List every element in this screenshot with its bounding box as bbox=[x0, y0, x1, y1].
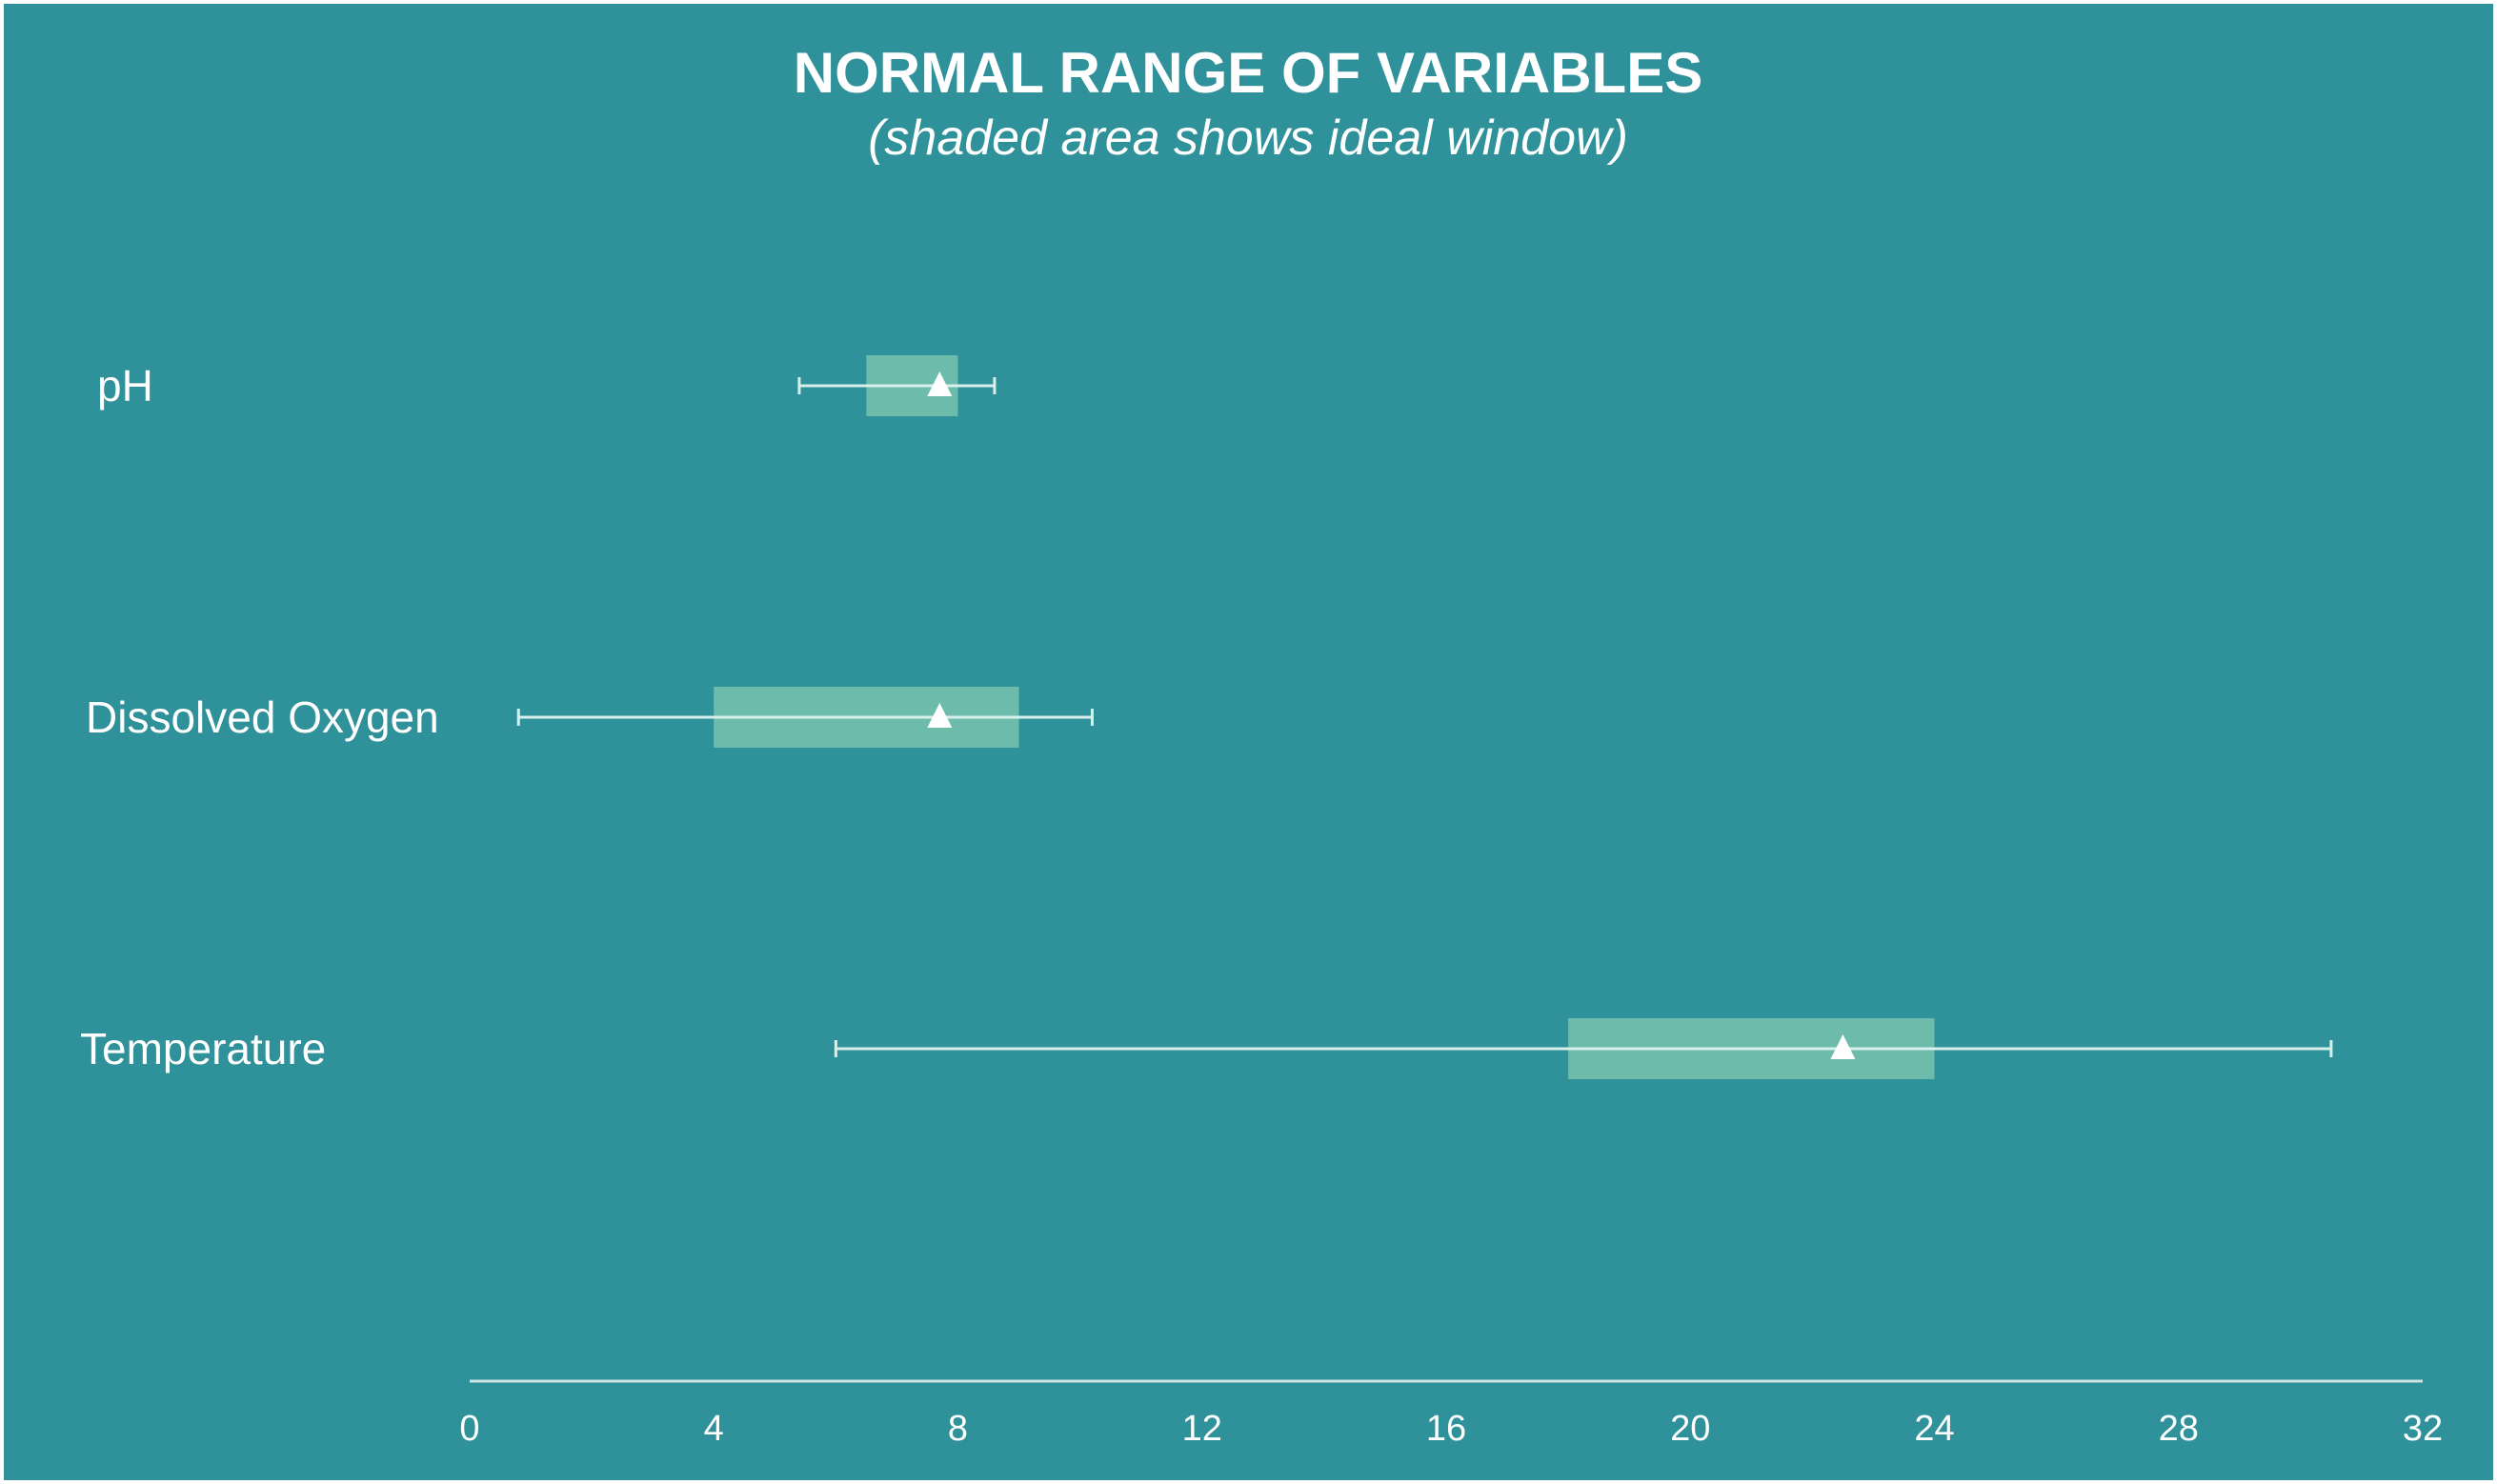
marker-triangle-temperature bbox=[1830, 1034, 1856, 1059]
chart-title: NORMAL RANGE OF VARIABLES bbox=[794, 41, 1702, 105]
x-tick-label-4: 4 bbox=[704, 1409, 724, 1449]
x-tick-label-8: 8 bbox=[948, 1409, 968, 1449]
category-label-ph: pH bbox=[97, 361, 153, 411]
chart-background bbox=[4, 4, 2493, 1480]
row-temperature: Temperature bbox=[80, 1018, 2333, 1079]
row-dissolved-oxygen: Dissolved Oxygen bbox=[86, 687, 1094, 748]
plot-area: pH Dissolved Oxygen Temperature bbox=[80, 355, 2333, 1079]
marker-triangle-dissolved-oxygen bbox=[927, 703, 953, 728]
chart-subtitle: (shaded area shows ideal window) bbox=[868, 110, 1628, 166]
x-tick-label-28: 28 bbox=[2159, 1409, 2199, 1449]
category-label-temperature: Temperature bbox=[80, 1024, 326, 1073]
x-axis: 0 4 8 12 16 20 24 28 32 bbox=[459, 1379, 2443, 1449]
marker-triangle-ph bbox=[927, 371, 953, 396]
x-tick-label-20: 20 bbox=[1670, 1409, 1710, 1449]
x-tick-label-32: 32 bbox=[2403, 1409, 2443, 1449]
x-tick-label-0: 0 bbox=[459, 1409, 479, 1449]
x-tick-label-24: 24 bbox=[1914, 1409, 1954, 1449]
category-label-dissolved-oxygen: Dissolved Oxygen bbox=[86, 692, 439, 742]
row-ph: pH bbox=[97, 355, 997, 416]
x-tick-label-12: 12 bbox=[1182, 1409, 1222, 1449]
x-tick-label-16: 16 bbox=[1426, 1409, 1466, 1449]
